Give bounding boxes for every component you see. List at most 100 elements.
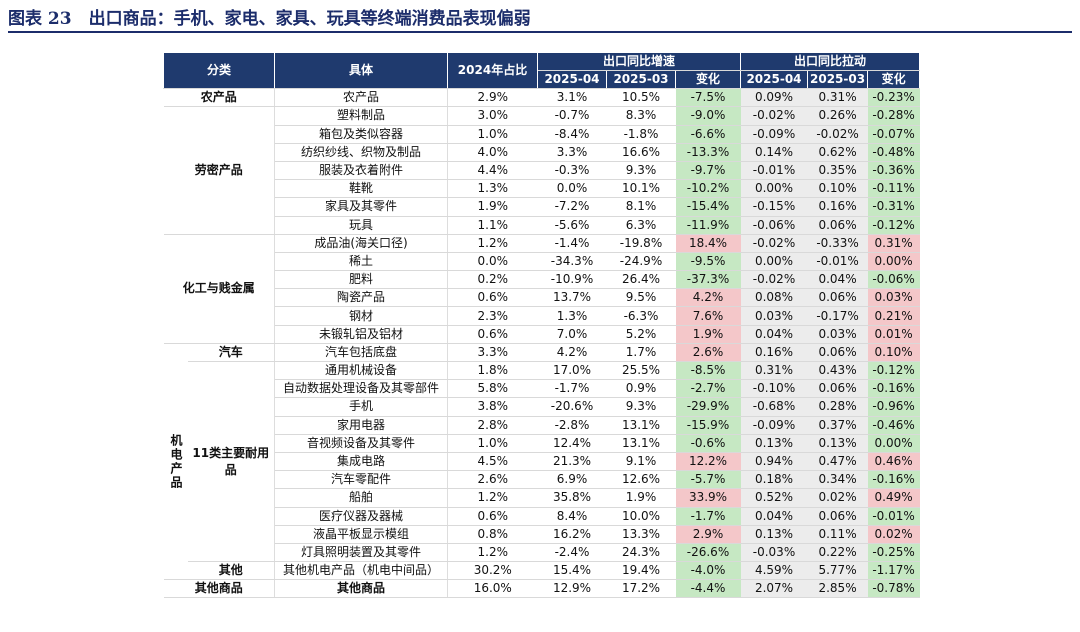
cell-growth-apr: 12.9% [537,579,607,599]
cell-pull-change: 0.03% [867,288,920,308]
cell-growth-apr: 4.2% [537,342,607,363]
cell-pull-change: -0.46% [867,416,920,435]
cell-item: 成品油(海关口径) [274,233,448,253]
cell-pull-change: -0.96% [867,397,920,417]
cell-pull-change: 0.00% [867,434,920,453]
cell-share: 0.0% [447,252,538,272]
cell-growth-change: 12.2% [675,452,741,472]
cell-item: 服装及衣着附件 [274,161,448,181]
cell-growth-change: -15.4% [675,197,741,217]
cell-pull-apr: 0.13% [740,434,808,453]
cell-pull-mar: -0.33% [807,233,868,253]
cell-growth-mar: 19.4% [606,561,676,581]
cell-pull-mar: 0.06% [807,379,868,399]
header-share: 2024年占比 [447,51,538,90]
cell-growth-apr: 21.3% [537,452,607,472]
cell-growth-change: -9.5% [675,252,741,272]
table-row: 玩具 1.1% -5.6% 6.3% -11.9% -0.06% 0.06% -0.12% [164,216,920,235]
cell-growth-change: -0.6% [675,434,741,453]
cell-pull-apr: 0.03% [740,306,808,326]
cell-growth-apr: -0.3% [537,161,607,181]
cell-pull-mar: 5.77% [807,561,868,581]
cell-item: 手机 [274,397,448,417]
cell-item: 家用电器 [274,416,448,435]
header-category: 分类 [163,51,275,90]
cell-share: 1.0% [447,125,538,144]
cell-pull-change: 0.00% [867,252,920,272]
cell-item: 灯具照明装置及其零件 [274,543,448,563]
cell-pull-apr: -0.15% [740,197,808,217]
cell-pull-apr: -0.02% [740,270,808,290]
cell-pull-change: 0.02% [867,525,920,544]
cell-growth-mar: 17.2% [606,579,676,599]
category-other-mech: 其他 [187,561,275,581]
table-row: 钢材 2.3% 1.3% -6.3% 7.6% 0.03% -0.17% 0.21% [164,306,920,326]
cell-pull-mar: 0.26% [807,106,868,126]
cell-pull-apr: 4.59% [740,561,808,581]
cell-growth-mar: 13.3% [606,525,676,544]
cell-pull-change: -0.01% [867,507,920,526]
table-row: 汽车零配件 2.6% 6.9% 12.6% -5.7% 0.18% 0.34% -0.16% [164,470,920,490]
cell-share: 1.2% [447,543,538,563]
cell-growth-mar: 9.3% [606,397,676,417]
cell-pull-apr: 0.31% [740,361,808,381]
cell-pull-apr: -0.09% [740,416,808,435]
cell-pull-mar: 0.06% [807,342,868,363]
cell-item: 箱包及类似容器 [274,125,448,144]
table-row: 自动数据处理设备及其零部件 5.8% -1.7% 0.9% -2.7% -0.10% 0.0… [164,379,920,399]
cell-share: 2.9% [447,88,538,108]
cell-growth-change: -7.5% [675,88,741,108]
cell-growth-change: -5.7% [675,470,741,490]
cell-growth-change: -10.2% [675,179,741,199]
cell-growth-change: -4.4% [675,579,741,599]
table-row: 鞋靴 1.3% 0.0% 10.1% -10.2% 0.00% 0.10% -0.11% [164,179,920,199]
cell-pull-change: -0.11% [867,179,920,199]
cell-item: 音视频设备及其零件 [274,434,448,453]
cell-growth-mar: 8.3% [606,106,676,126]
cell-item: 自动数据处理设备及其零部件 [274,379,448,399]
cell-share: 3.8% [447,397,538,417]
cell-growth-mar: 26.4% [606,270,676,290]
cell-item: 鞋靴 [274,179,448,199]
category-auto: 汽车 [187,342,275,363]
cell-item: 玩具 [274,216,448,235]
cell-growth-apr: -7.2% [537,197,607,217]
cell-pull-change: -0.16% [867,379,920,399]
cell-item: 其他商品 [274,579,448,599]
cell-item: 船舶 [274,488,448,508]
cell-growth-apr: -10.9% [537,270,607,290]
cell-share: 4.0% [447,143,538,162]
table-row: 音视频设备及其零件 1.0% 12.4% 13.1% -0.6% 0.13% 0.13% 0.… [164,434,920,453]
cell-growth-mar: 1.7% [606,342,676,363]
cell-share: 30.2% [447,561,538,581]
cell-growth-apr: -1.4% [537,233,607,253]
cell-growth-change: -13.3% [675,143,741,162]
cell-growth-change: 18.4% [675,233,741,253]
cell-pull-apr: 0.16% [740,342,808,363]
category-agri: 农产品 [163,88,275,108]
table-row: 11类主要耐用品 通用机械设备 1.8% 17.0% 25.5% -8.5% 0.31% 0.… [164,361,920,563]
header-growth-group: 出口同比增速 [537,52,741,71]
cell-pull-change: -1.17% [867,561,920,581]
table-row: 家具及其零件 1.9% -7.2% 8.1% -15.4% -0.15% 0.16% -0.3… [164,197,920,217]
cell-pull-change: 0.49% [867,488,920,508]
cell-growth-change: 2.6% [675,342,741,363]
cell-pull-apr: 0.00% [740,252,808,272]
table-row: 肥料 0.2% -10.9% 26.4% -37.3% -0.02% 0.04% -0.06% [164,270,920,290]
cell-share: 0.2% [447,270,538,290]
cell-item: 汽车包括底盘 [274,342,448,363]
cell-item: 陶瓷产品 [274,288,448,308]
cell-growth-apr: 35.8% [537,488,607,508]
cell-pull-change: -0.06% [867,270,920,290]
cell-share: 1.1% [447,216,538,235]
cell-growth-apr: 7.0% [537,325,607,344]
cell-share: 4.5% [447,452,538,472]
cell-pull-change: -0.16% [867,470,920,490]
cell-pull-mar: 0.16% [807,197,868,217]
cell-pull-apr: -0.02% [740,233,808,253]
export-table: 分类 具体 2024年占比 出口同比增速 出口同比拉动 2025-04 2025… [163,51,921,599]
cell-pull-change: 0.31% [867,233,920,253]
cell-pull-change: 0.21% [867,306,920,326]
cell-growth-mar: 9.5% [606,288,676,308]
cell-growth-mar: 9.1% [606,452,676,472]
